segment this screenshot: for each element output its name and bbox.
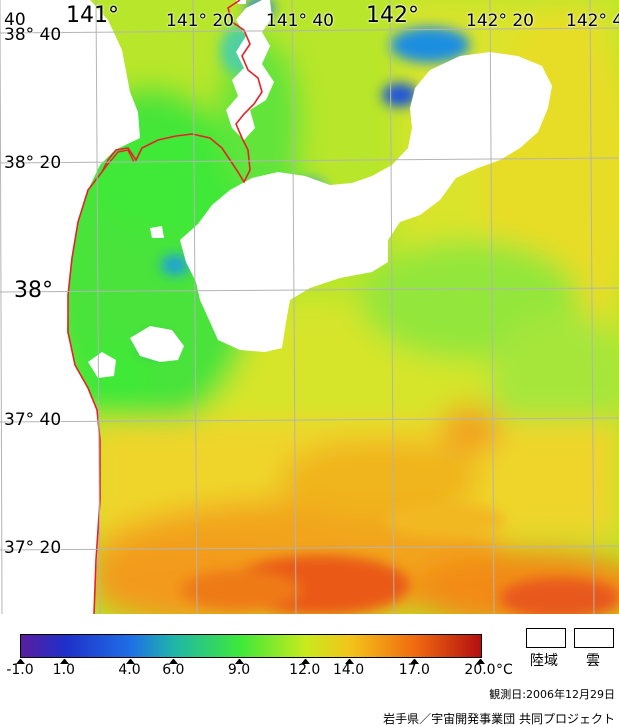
colorbar-tick-label: 17.0: [398, 662, 430, 678]
colorbar-tick-mark: [16, 659, 25, 664]
colorbar-tick-label: 6.0: [162, 662, 185, 678]
lat-label-37-40: 37° 40: [4, 410, 62, 430]
land-swatch: [526, 628, 566, 648]
cloud-mask: [0, 0, 552, 614]
lon-label-142: 142°: [366, 3, 419, 28]
colorbar-tick-mark: [59, 659, 69, 664]
colorbar-tick-mark: [476, 659, 485, 664]
lon-label-140-40: 40: [4, 10, 26, 30]
legend: -1.0 1.0 4.0 6.0 9.0 12.0 14.0 17.0 20.0 °C 陸域 雲…: [0, 614, 619, 726]
colorbar-tick-mark: [344, 659, 354, 664]
colorbar-tick-mark: [125, 659, 135, 664]
cloud-swatch: [574, 628, 614, 648]
colorbar-tick-label: 12.0: [289, 662, 321, 678]
lat-label-37-20: 37° 20: [4, 538, 62, 558]
colorbar-tick-mark: [169, 659, 179, 664]
lon-label-142-40: 142° 4: [566, 11, 619, 31]
temperature-colorbar: [20, 634, 482, 658]
coastline: [67, 0, 263, 614]
colorbar-tick-mark: [410, 659, 420, 664]
sst-map: 40 141° 141° 20 141° 40 142° 142° 20 142…: [0, 0, 619, 614]
colorbar-tick-mark: [235, 659, 245, 664]
lon-label-141: 141°: [66, 3, 119, 28]
colorbar-tick-mark: [300, 659, 310, 664]
credit-line: 岩手県／宇宙開発事業団 共同プロジェクト: [383, 712, 615, 726]
colorbar-tick-label: -1.0: [6, 662, 34, 678]
colorbar-tick-label: 1.0: [52, 662, 75, 678]
land-label: 陸域: [530, 653, 558, 669]
colorbar-tick-label: 9.0: [227, 662, 251, 678]
lon-label-141-40: 141° 40: [266, 11, 334, 31]
lat-label-38-20: 38° 20: [4, 153, 62, 173]
coastline-bay: [101, 149, 135, 173]
lon-label-142-20: 142° 20: [466, 11, 534, 31]
lat-label-38: 38°: [14, 278, 53, 303]
colorbar-tick-label: 14.0: [332, 662, 365, 678]
cloud-label: 雲: [586, 653, 600, 669]
colorbar-tick-label: 4.0: [118, 662, 141, 678]
sst-map-canvas: [0, 0, 619, 614]
lon-label-141-20: 141° 20: [166, 11, 234, 31]
temperature-unit: °C: [496, 662, 513, 678]
observation-date: 観測日:2006年12月29日: [489, 688, 615, 701]
graticule: [0, 0, 619, 614]
colorbar-tick-label: 20.0: [464, 662, 496, 678]
lat-label-38-40: 38° 40: [4, 25, 62, 45]
